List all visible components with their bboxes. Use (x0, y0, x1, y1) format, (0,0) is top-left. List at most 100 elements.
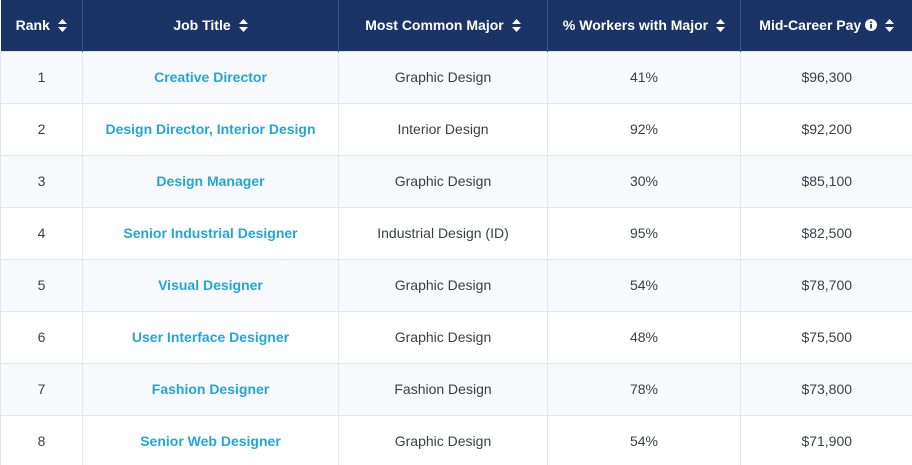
job-title-cell: Design Director, Interior Design (82, 102, 339, 155)
job-title-link[interactable]: Senior Web Designer (140, 433, 281, 450)
job-title-cell: Senior Industrial Designer (82, 206, 339, 259)
pct-cell: 41% (547, 50, 741, 103)
major-cell: Graphic Design (338, 310, 548, 363)
major-cell: Fashion Design (338, 362, 548, 415)
job-title-cell: Creative Director (82, 50, 339, 103)
major-cell: Graphic Design (338, 154, 548, 207)
pct-cell: 48% (547, 310, 741, 363)
pay-cell: $78,700 (740, 258, 912, 311)
header-job-title[interactable]: Job Title (82, 0, 339, 51)
pay-cell: $92,200 (740, 102, 912, 155)
header-job-title-label: Job Title (173, 17, 231, 34)
major-value: Graphic Design (394, 173, 492, 189)
header-major-label: Most Common Major (365, 17, 504, 34)
table-body: 1 Creative Director Graphic Design 41% $… (0, 50, 912, 465)
pay-cell: $73,800 (740, 362, 912, 415)
major-cell: Graphic Design (338, 258, 548, 311)
rank-value: 4 (37, 225, 46, 241)
header-row: Rank Job Title Most Common Major % Worke… (0, 0, 912, 51)
header-pay-label: Mid-Career Pay (759, 17, 862, 34)
pay-value: $71,900 (801, 433, 853, 450)
pay-cell: $85,100 (740, 154, 912, 207)
table-row: 7 Fashion Designer Fashion Design 78% $7… (0, 362, 912, 415)
major-cell: Industrial Design (ID) (338, 206, 548, 259)
major-value: Graphic Design (394, 69, 492, 85)
pay-value: $78,700 (801, 277, 853, 293)
job-title-cell: Design Manager (82, 154, 339, 207)
job-title-cell: Fashion Designer (82, 362, 339, 415)
rank-value: 1 (37, 69, 46, 85)
job-title-link[interactable]: Creative Director (154, 69, 267, 85)
pay-value: $92,200 (801, 121, 853, 137)
pay-cell: $71,900 (740, 414, 912, 465)
header-pct[interactable]: % Workers with Major (547, 0, 741, 51)
pct-value: 92% (629, 121, 659, 137)
pct-cell: 30% (547, 154, 741, 207)
rank-cell: 3 (0, 154, 83, 207)
pct-value: 78% (629, 381, 659, 397)
pay-cell: $96,300 (740, 50, 912, 103)
major-value: Graphic Design (394, 433, 492, 450)
job-title-cell: Senior Web Designer (82, 414, 339, 465)
header-rank-label: Rank (15, 17, 50, 34)
pay-cell: $82,500 (740, 206, 912, 259)
pct-cell: 92% (547, 102, 741, 155)
pay-value: $96,300 (801, 69, 853, 85)
table-row: 3 Design Manager Graphic Design 30% $85,… (0, 154, 912, 207)
major-value: Industrial Design (ID) (377, 225, 509, 241)
info-icon[interactable] (865, 19, 878, 32)
major-cell: Interior Design (338, 102, 548, 155)
pct-value: 30% (629, 173, 659, 189)
major-value: Graphic Design (394, 277, 492, 293)
major-value: Interior Design (397, 121, 489, 137)
pay-value: $82,500 (801, 225, 853, 241)
rank-value: 5 (37, 277, 46, 293)
pay-value: $85,100 (801, 173, 853, 189)
job-title-link[interactable]: User Interface Designer (131, 329, 290, 345)
sort-icon[interactable] (511, 18, 521, 32)
header-pay[interactable]: Mid-Career Pay (740, 0, 912, 51)
table-row: 2 Design Director, Interior Design Inter… (0, 102, 912, 155)
job-title-link[interactable]: Senior Industrial Designer (123, 225, 298, 241)
pay-value: $73,800 (801, 381, 853, 397)
header-major[interactable]: Most Common Major (338, 0, 548, 51)
job-title-link[interactable]: Fashion Designer (151, 381, 270, 397)
job-title-link[interactable]: Visual Designer (158, 277, 263, 293)
job-title-link[interactable]: Design Director, Interior Design (105, 121, 316, 137)
rank-value: 6 (37, 329, 46, 345)
pct-cell: 95% (547, 206, 741, 259)
rank-cell: 2 (0, 102, 83, 155)
sort-icon[interactable] (238, 18, 248, 32)
rank-cell: 6 (0, 310, 83, 363)
major-cell: Graphic Design (338, 50, 548, 103)
sort-icon[interactable] (57, 18, 67, 32)
rank-cell: 8 (0, 414, 83, 465)
major-cell: Graphic Design (338, 414, 548, 465)
rank-cell: 1 (0, 50, 83, 103)
table-header: Rank Job Title Most Common Major % Worke… (0, 0, 912, 51)
pct-value: 54% (629, 277, 659, 293)
pct-cell: 54% (547, 414, 741, 465)
table-row: 1 Creative Director Graphic Design 41% $… (0, 50, 912, 103)
rank-cell: 7 (0, 362, 83, 415)
rank-value: 8 (37, 433, 46, 450)
sort-icon[interactable] (716, 18, 726, 32)
table-row: 6 User Interface Designer Graphic Design… (0, 310, 912, 363)
major-value: Fashion Design (394, 381, 492, 397)
rank-cell: 5 (0, 258, 83, 311)
sort-icon[interactable] (885, 18, 895, 32)
pay-value: $75,500 (801, 329, 853, 345)
pct-value: 48% (629, 329, 659, 345)
pct-value: 95% (629, 225, 659, 241)
table-row: 4 Senior Industrial Designer Industrial … (0, 206, 912, 259)
rank-value: 2 (37, 121, 46, 137)
rank-value: 3 (37, 173, 46, 189)
header-rank[interactable]: Rank (1, 0, 83, 51)
header-pct-label: % Workers with Major (562, 17, 709, 34)
job-title-link[interactable]: Design Manager (156, 173, 265, 189)
pct-value: 41% (629, 69, 659, 85)
job-title-cell: User Interface Designer (82, 310, 339, 363)
pct-cell: 54% (547, 258, 741, 311)
table-row: 8 Senior Web Designer Graphic Design 54%… (0, 414, 912, 465)
